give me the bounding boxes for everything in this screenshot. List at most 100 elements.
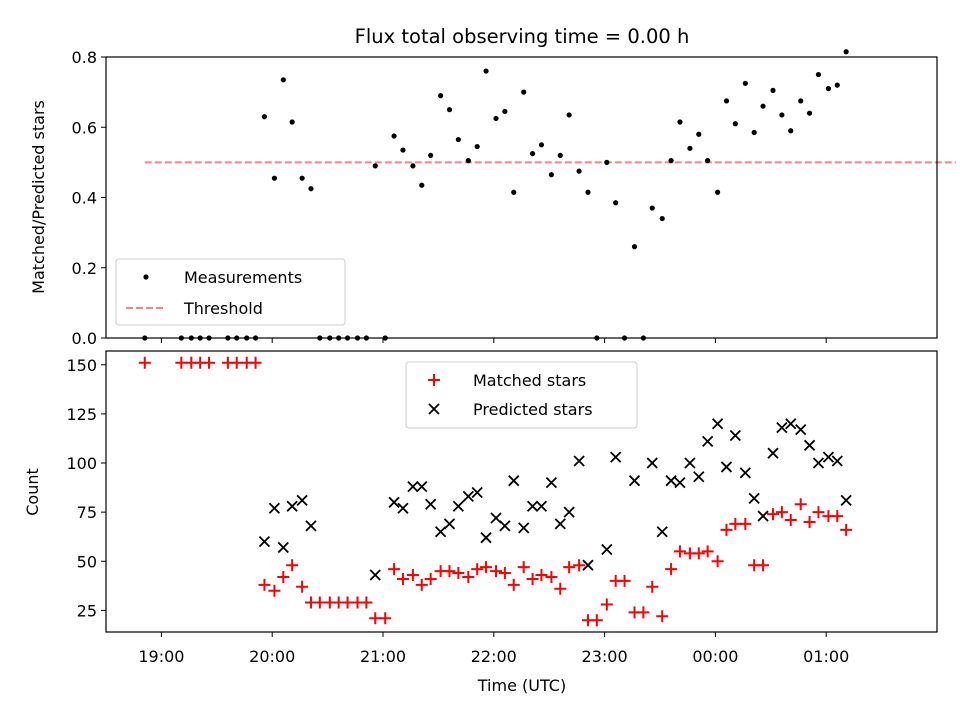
measurement-point: [659, 215, 665, 222]
top-legend: Measurements Threshold: [115, 258, 346, 326]
matched-star-point: [498, 567, 511, 580]
predicted-star-point: [397, 502, 409, 514]
matched-star-point: [507, 578, 520, 591]
measurement-point: [428, 152, 434, 158]
count-plot-area: 25 50 75 100 125 150 19:00 20:00 21:00 22:00 23:00…: [66, 356, 853, 666]
measurement-point: [455, 136, 461, 143]
matched-star-point: [831, 510, 844, 523]
y-tick-label: 125: [66, 405, 97, 424]
predicted-star-point: [545, 477, 558, 489]
top-legend-box: [115, 258, 346, 326]
bottom-y-axis-label: Count: [23, 468, 42, 516]
matched-star-point: [443, 565, 456, 578]
bottom-legend-box: [405, 361, 638, 429]
matched-star-point: [590, 614, 603, 627]
measurement-point: [566, 112, 572, 118]
measurement-point: [438, 93, 444, 99]
measurement-point: [806, 110, 813, 116]
matched-star-point: [545, 570, 558, 583]
matched-star-point: [138, 356, 151, 369]
measurement-point: [557, 152, 563, 158]
measurement-point: [511, 189, 517, 195]
predicted-star-point: [452, 500, 464, 512]
predicted-star-point: [369, 569, 381, 581]
measurement-point: [446, 107, 453, 113]
measurement-point: [280, 77, 286, 83]
measurement-point: [677, 119, 683, 125]
predicted-star-point: [702, 435, 714, 448]
predicted-star-point: [803, 439, 816, 451]
predicted-star-point: [674, 477, 686, 489]
matched-star-point: [360, 596, 373, 609]
measurement-point: [308, 186, 314, 192]
predicted-star-point: [795, 423, 807, 436]
matched-star-point: [471, 563, 484, 576]
measurement-point: [548, 172, 555, 178]
measurement-point: [391, 133, 397, 139]
y-tick-label: 0.4: [72, 189, 97, 208]
measurement-point: [788, 128, 794, 134]
matched-star-point: [388, 563, 401, 576]
predicted-star-point: [757, 510, 769, 522]
predicted-star-point: [831, 455, 843, 467]
matched-star-point: [711, 555, 724, 568]
measurement-point: [760, 103, 766, 109]
matched-star-point: [462, 570, 475, 583]
predicted-star-point: [767, 447, 779, 459]
matched-star-point: [600, 598, 613, 611]
predicted-star-point: [785, 418, 797, 430]
measurement-point: [723, 98, 730, 104]
matched-star-point: [757, 559, 770, 572]
legend-matched-label: Matched stars: [473, 371, 586, 390]
predicted-star-point: [471, 486, 483, 499]
matched-star-point: [563, 561, 576, 574]
matched-star-point: [775, 506, 788, 519]
measurement-point: [732, 121, 738, 127]
x-tick-label: 19:00: [138, 647, 184, 666]
measurement-point: [538, 142, 545, 148]
predicted-star-point: [518, 522, 530, 534]
matched-star-point: [656, 610, 669, 623]
predicted-star-point: [554, 518, 566, 530]
measurement-point: [502, 108, 508, 115]
measurement-point: [696, 131, 702, 137]
legend-measurements-marker: [143, 274, 149, 280]
predicted-star-point: [286, 500, 298, 512]
predicted-star-point: [305, 520, 317, 532]
legend-predicted-marker: [428, 403, 440, 415]
measurement-point: [687, 145, 693, 151]
matched-star-point: [573, 559, 586, 572]
measurement-point: [289, 119, 295, 125]
matched-star-point: [277, 570, 290, 583]
x-tick-label: 00:00: [692, 647, 738, 666]
predicted-star-point: [748, 492, 760, 505]
measurement-point: [668, 158, 674, 164]
predicted-star-point: [535, 500, 548, 512]
predicted-star-point: [711, 418, 724, 430]
measurement-point: [834, 82, 840, 88]
measurement-point: [649, 205, 655, 211]
y-tick-label: 50: [77, 552, 97, 571]
predicted-star-point: [388, 496, 400, 508]
matched-star-point: [665, 563, 678, 576]
measurement-point: [705, 158, 711, 164]
predicted-star-point: [434, 526, 447, 538]
bottom-legend: Matched stars Predicted stars: [405, 361, 638, 429]
legend-threshold-label: Threshold: [183, 299, 263, 318]
predicted-star-point: [443, 518, 456, 530]
predicted-star-point: [601, 543, 613, 556]
x-tick-label: 22:00: [471, 647, 517, 666]
measurement-point: [299, 175, 305, 181]
matched-star-point: [618, 574, 631, 587]
matched-star-point: [739, 517, 752, 530]
matched-star-point: [673, 545, 686, 558]
measurement-point: [631, 244, 638, 250]
matched-star-point: [286, 559, 299, 572]
predicted-star-point: [573, 455, 585, 467]
legend-predicted-label: Predicted stars: [473, 400, 593, 419]
y-tick-label: 0.6: [72, 118, 97, 137]
predicted-star-point: [296, 494, 308, 506]
measurement-point: [843, 49, 849, 55]
predicted-star-point: [425, 498, 437, 510]
measurement-point: [715, 189, 721, 195]
